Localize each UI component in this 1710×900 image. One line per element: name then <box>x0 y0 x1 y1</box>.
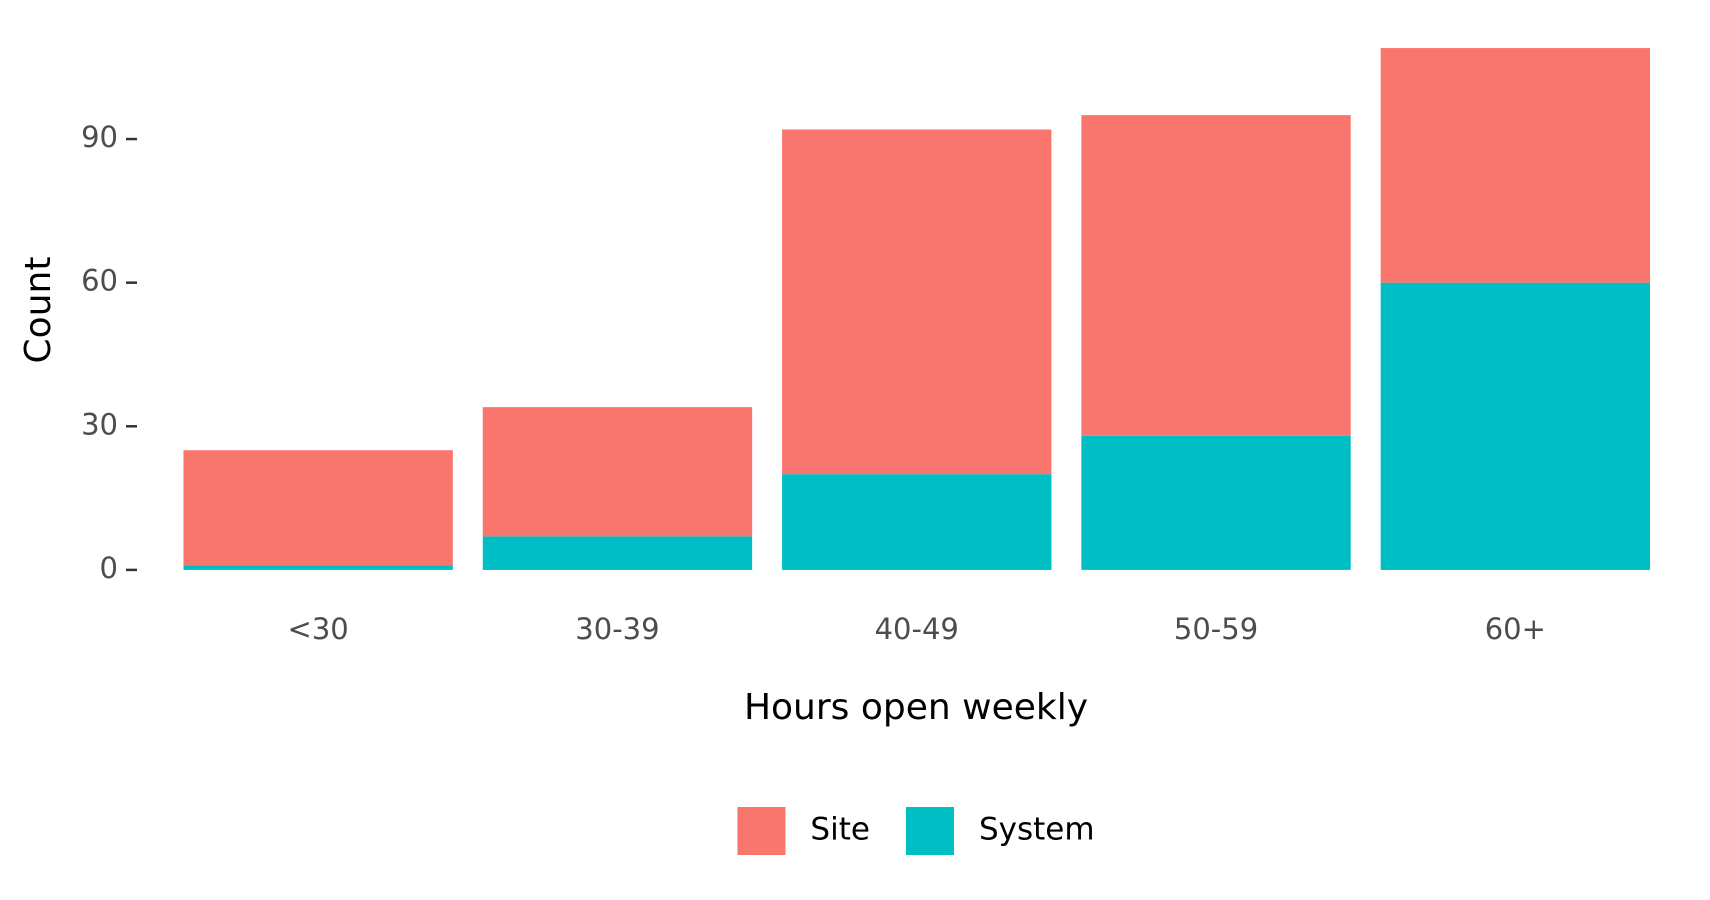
x-tick-label: 30-39 <box>575 612 659 646</box>
x-tick-label: <30 <box>288 612 349 646</box>
legend-key <box>905 807 954 855</box>
bar-segment <box>782 129 1052 475</box>
bar-segment <box>1380 282 1651 570</box>
y-axis-title: Count <box>18 257 59 364</box>
x-tick-label: 50-59 <box>1174 612 1258 646</box>
bar-segment <box>183 565 453 570</box>
bar-segment <box>482 407 753 537</box>
y-tick-label: 90 <box>81 120 118 154</box>
bar-segment <box>1081 435 1351 570</box>
legend-label: Site <box>810 812 870 848</box>
legend-label: System <box>979 812 1095 848</box>
x-tick-label: 40-49 <box>875 612 959 646</box>
bar-segment <box>1081 115 1351 436</box>
bar-segment <box>183 450 453 566</box>
y-tick-label: 60 <box>81 264 118 298</box>
y-tick-label: 30 <box>81 407 118 441</box>
legend-key <box>737 807 786 855</box>
x-axis-title: Hours open weekly <box>744 687 1088 728</box>
bar-segment <box>1380 48 1651 283</box>
bar-segment <box>482 536 753 570</box>
x-tick-label: 60+ <box>1485 612 1546 646</box>
y-tick-label: 0 <box>100 551 118 585</box>
bar-segment <box>782 474 1052 570</box>
